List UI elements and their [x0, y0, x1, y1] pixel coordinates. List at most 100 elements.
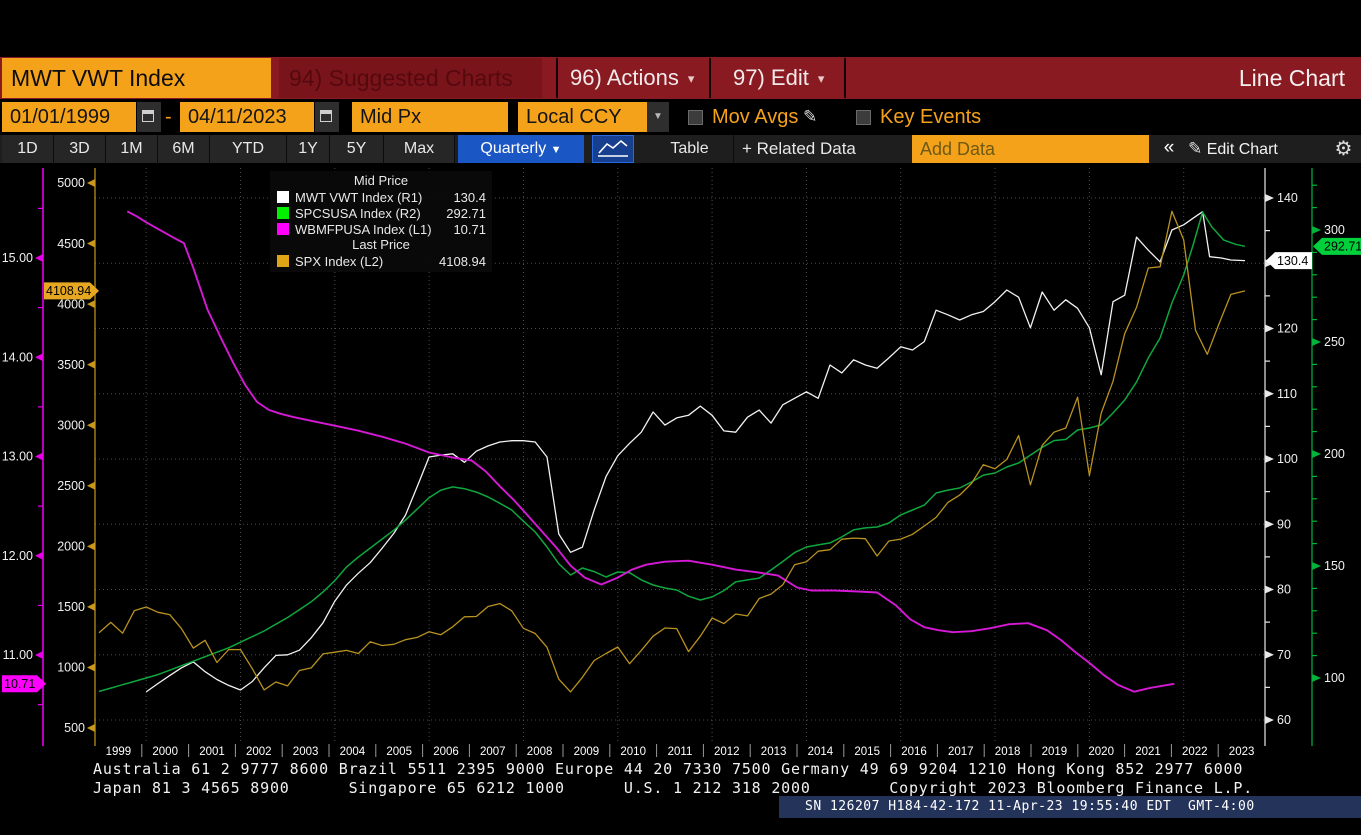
- series-line-spcsusa: [98, 211, 1246, 693]
- currency-dropdown-arrow-icon[interactable]: ▼: [647, 102, 669, 132]
- range-tab-max[interactable]: Max: [384, 135, 455, 163]
- edit-menu-button[interactable]: 97) Edit ▾: [721, 58, 846, 98]
- svg-text:2015: 2015: [854, 746, 880, 758]
- axis-badge-r1: 130.4: [1266, 252, 1312, 270]
- svg-text:300: 300: [1324, 223, 1345, 237]
- legend-row-spcsusa[interactable]: SPCSUSA Index (R2) 292.71: [270, 205, 492, 221]
- series-swatch: [277, 223, 289, 235]
- chart-type-title: Line Chart: [1238, 65, 1345, 91]
- range-tab-5y[interactable]: 5Y: [330, 135, 384, 163]
- calendar-icon[interactable]: [314, 102, 339, 132]
- series-name: SPCSUSA Index (R2): [295, 205, 421, 221]
- range-tab-1m[interactable]: 1M: [106, 135, 158, 163]
- svg-text:90: 90: [1277, 517, 1291, 531]
- gridlines: [95, 168, 1265, 741]
- series-line-spx: [98, 210, 1246, 693]
- svg-text:150: 150: [1324, 559, 1345, 573]
- line-chart-icon: [598, 139, 628, 157]
- axis-r2-ticks: 100 150 200 250 300: [1312, 184, 1345, 685]
- svg-text:2009: 2009: [574, 746, 600, 758]
- range-tab-1y[interactable]: 1Y: [287, 135, 330, 163]
- range-tab-1d[interactable]: 1D: [2, 135, 54, 163]
- svg-text:292.71: 292.71: [1324, 240, 1361, 254]
- series-value: 10.71: [453, 221, 486, 237]
- series-value: 4108.94: [439, 253, 486, 269]
- axis-l1-ticks: 11.00 12.00 13.00 14.00 15.00: [2, 207, 43, 706]
- range-tab-ytd[interactable]: YTD: [210, 135, 287, 163]
- legend-row-spx[interactable]: SPX Index (L2) 4108.94: [270, 253, 492, 269]
- svg-text:80: 80: [1277, 583, 1291, 597]
- legend-row-mwt[interactable]: MWT VWT Index (R1) 130.4: [270, 189, 492, 205]
- calendar-icon[interactable]: [136, 102, 161, 132]
- svg-text:2007: 2007: [480, 746, 506, 758]
- edit-chart-button[interactable]: ✎ Edit Chart: [1188, 135, 1322, 163]
- axis-badge-l1: 10.71: [2, 675, 46, 693]
- svg-text:2012: 2012: [714, 746, 740, 758]
- chevron-down-icon: ▾: [687, 71, 695, 86]
- svg-text:110: 110: [1277, 387, 1297, 401]
- edit-label: 97) Edit: [733, 65, 809, 90]
- actions-menu-button[interactable]: 96) Actions ▾: [556, 58, 711, 98]
- svg-text:500: 500: [64, 721, 85, 735]
- security-ticker-box[interactable]: MWT VWT Index: [2, 58, 271, 98]
- svg-text:2018: 2018: [995, 746, 1021, 758]
- svg-text:70: 70: [1277, 648, 1291, 662]
- svg-text:4000: 4000: [57, 297, 85, 311]
- svg-text:130.4: 130.4: [1277, 254, 1308, 268]
- add-data-input[interactable]: Add Data: [912, 135, 1149, 163]
- series-name: MWT VWT Index (R1): [295, 189, 423, 205]
- svg-text:2005: 2005: [386, 746, 412, 758]
- svg-text:5000: 5000: [57, 176, 85, 190]
- svg-text:2000: 2000: [57, 540, 85, 554]
- actions-label: 96) Actions: [570, 65, 679, 90]
- series-value: 292.71: [446, 205, 486, 221]
- series-swatch: [277, 207, 289, 219]
- svg-text:2019: 2019: [1042, 746, 1068, 758]
- svg-text:2011: 2011: [668, 746, 693, 758]
- edit-chart-label: Edit Chart: [1206, 141, 1278, 158]
- status-bar: SN 126207 H184-42-172 11-Apr-23 19:55:40…: [779, 796, 1361, 818]
- svg-text:4500: 4500: [57, 237, 85, 251]
- table-button[interactable]: Table: [646, 135, 734, 163]
- date-to-input[interactable]: 04/11/2023: [180, 102, 314, 132]
- series-line-mwt: [145, 211, 1246, 693]
- axis-l2-ticks: 500 1000 1500 2000 2500 3000 3500 4000 4500 5000: [57, 176, 95, 735]
- legend-row-wbmfpusa[interactable]: WBMFPUSA Index (L1) 10.71: [270, 221, 492, 237]
- range-tab-6m[interactable]: 6M: [158, 135, 210, 163]
- svg-text:200: 200: [1324, 447, 1345, 461]
- pencil-icon[interactable]: ✎: [803, 107, 818, 126]
- svg-text:2006: 2006: [433, 746, 459, 758]
- price-field-select[interactable]: Mid Px: [352, 102, 508, 132]
- svg-text:140: 140: [1277, 191, 1298, 205]
- date-range-separator: -: [165, 106, 172, 128]
- svg-text:2017: 2017: [948, 746, 974, 758]
- suggested-charts-button[interactable]: 94) Suggested Charts: [279, 58, 542, 98]
- title-bar: MWT VWT Index 94) Suggested Charts 96) A…: [0, 57, 1361, 99]
- svg-text:1000: 1000: [57, 661, 85, 675]
- svg-text:2020: 2020: [1088, 746, 1114, 758]
- mov-avgs-checkbox[interactable]: [688, 110, 703, 125]
- svg-text:2014: 2014: [808, 746, 834, 758]
- period-label: Quarterly: [480, 140, 547, 157]
- date-from-input[interactable]: 01/01/1999: [2, 102, 136, 132]
- currency-select[interactable]: Local CCY: [518, 102, 647, 132]
- key-events-checkbox[interactable]: [856, 110, 871, 125]
- chart-toolbar: 1D 3D 1M 6M YTD 1Y 5Y Max Quarterly ▼ Table + R…: [0, 135, 1361, 163]
- range-tab-3d[interactable]: 3D: [54, 135, 106, 163]
- gear-icon[interactable]: ⚙: [1334, 138, 1353, 160]
- series-swatch: [277, 191, 289, 203]
- axis-r1-ticks: 60708090100110120130140: [1265, 191, 1298, 727]
- series-line-wbmfpusa: [126, 210, 1175, 693]
- svg-text:2001: 2001: [199, 746, 225, 758]
- key-events-label: Key Events: [880, 106, 982, 128]
- series-name: SPX Index (L2): [295, 253, 384, 269]
- svg-text:1999: 1999: [106, 746, 132, 758]
- svg-text:60: 60: [1277, 713, 1291, 727]
- pencil-icon: ✎: [1188, 139, 1203, 158]
- line-chart-icon-button[interactable]: [592, 135, 634, 163]
- period-select[interactable]: Quarterly ▼: [458, 135, 584, 163]
- related-data-button[interactable]: + Related Data: [742, 139, 856, 158]
- collapse-panel-button[interactable]: «: [1163, 137, 1175, 158]
- svg-text:15.00: 15.00: [2, 251, 33, 265]
